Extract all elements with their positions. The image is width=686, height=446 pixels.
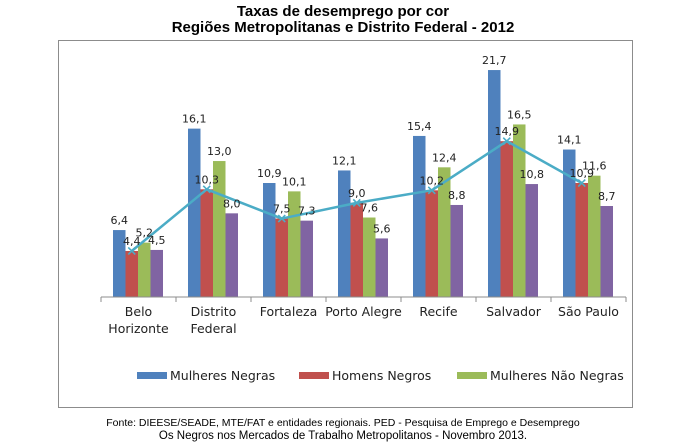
bar-1-2 — [188, 128, 201, 297]
data-label-4-2: 8,0 — [223, 197, 241, 210]
data-label-3-3: 10,1 — [282, 175, 307, 188]
data-label-3-7: 11,6 — [582, 160, 607, 173]
data-label-4-3: 7,3 — [298, 205, 316, 218]
data-label-4-7: 8,7 — [598, 190, 616, 203]
category-label-1: Horizonte — [108, 321, 169, 336]
bar-2-2 — [200, 189, 213, 297]
data-label-3-1: 5,2 — [136, 227, 154, 240]
trend-point-5 — [427, 186, 436, 195]
data-label-4-5: 8,8 — [448, 189, 466, 202]
legend-label-2: Homens Negros — [332, 368, 431, 383]
category-label-2: Distrito — [191, 304, 237, 319]
bar-2-3 — [275, 218, 288, 297]
bar-3-7 — [588, 175, 601, 297]
data-label-4-6: 10,8 — [520, 168, 545, 181]
bar-3-4 — [363, 217, 376, 297]
chart-title: Taxas de desemprego por cor — [236, 3, 450, 20]
data-label-1-5: 15,4 — [407, 120, 432, 133]
data-label-2-6: 14,9 — [495, 125, 520, 138]
chart-canvas: Belo Horizonte Distrito Federal Fortaleza Por… — [100, 54, 627, 383]
bar-2-7 — [575, 183, 588, 297]
trend-point-3 — [277, 214, 286, 223]
trend-point-7 — [577, 178, 586, 188]
data-label-3-4: 7,6 — [361, 202, 379, 215]
category-label-5: Recife — [419, 304, 458, 319]
data-label-2-1: 4,4 — [123, 235, 141, 248]
data-label-1-2: 16,1 — [182, 113, 207, 126]
chart-subtitle: Regiões Metropolitanas e Distrito Federa… — [171, 19, 515, 36]
data-label-2-5: 10,2 — [420, 174, 445, 187]
bar-2-5 — [425, 190, 438, 297]
data-label-2-4: 9,0 — [348, 187, 366, 200]
bar-3-1 — [138, 242, 151, 297]
source-note: Fonte: DIEESE/SEADE, MTE/FAT e entidades… — [106, 417, 580, 429]
data-label-3-2: 13,0 — [207, 145, 232, 158]
data-label-2-2: 10,3 — [195, 173, 220, 186]
bar-2-1 — [125, 250, 138, 297]
bar-4-1 — [150, 249, 163, 297]
data-label-1-6: 21,7 — [482, 54, 507, 67]
data-label-4-1: 4,5 — [148, 234, 166, 247]
category-label-7: São Paulo — [558, 304, 619, 319]
data-label-1-3: 10,9 — [257, 167, 282, 180]
category-label-2: Federal — [190, 321, 236, 336]
category-label-4: Porto Alegre — [325, 304, 402, 319]
category-label-3: Fortaleza — [260, 304, 317, 319]
data-label-1-7: 14,1 — [557, 134, 582, 147]
bar-1-5 — [413, 135, 426, 297]
trend-point-1 — [127, 246, 136, 256]
legend-label-3: Mulheres Não Negras — [490, 368, 624, 383]
chart-area: Belo Horizonte Distrito Federal Fortaleza Por… — [58, 40, 633, 408]
bar-4-6 — [525, 184, 538, 297]
legend-swatch-3 — [457, 372, 487, 379]
data-label-3-5: 12,4 — [432, 151, 457, 164]
bar-4-7 — [600, 206, 613, 297]
bar-1-7 — [563, 149, 576, 297]
data-label-3-6: 16,5 — [507, 108, 532, 121]
trend-point-2 — [202, 185, 211, 194]
data-label-2-3: 7,5 — [273, 203, 291, 216]
category-label-6: Salvador — [486, 304, 542, 319]
bar-1-3 — [263, 183, 276, 297]
bar-4-4 — [375, 238, 388, 297]
trend-point-4 — [352, 198, 361, 207]
category-label-1: Belo — [125, 304, 152, 319]
bar-1-1 — [113, 230, 126, 297]
bar-1-6 — [488, 70, 501, 297]
data-label-1-1: 6,4 — [111, 214, 129, 227]
bar-4-3 — [300, 220, 313, 297]
bar-4-2 — [225, 213, 238, 297]
legend-swatch-1 — [137, 372, 167, 379]
bar-4-5 — [450, 204, 463, 297]
bar-1-4 — [338, 170, 351, 297]
bar-3-6 — [513, 124, 526, 297]
bar-2-6 — [500, 141, 513, 297]
data-label-2-7: 10,9 — [570, 167, 595, 180]
data-label-1-4: 12,1 — [332, 154, 357, 167]
publication-note: Os Negros nos Mercados de Trabalho Metro… — [158, 430, 528, 442]
trend-point-6 — [502, 137, 511, 146]
bar-3-5 — [438, 167, 451, 297]
legend-label-1: Mulheres Negras — [170, 368, 275, 383]
bar-2-4 — [350, 202, 363, 297]
legend-swatch-2 — [299, 372, 329, 379]
data-label-4-4: 5,6 — [373, 222, 391, 235]
